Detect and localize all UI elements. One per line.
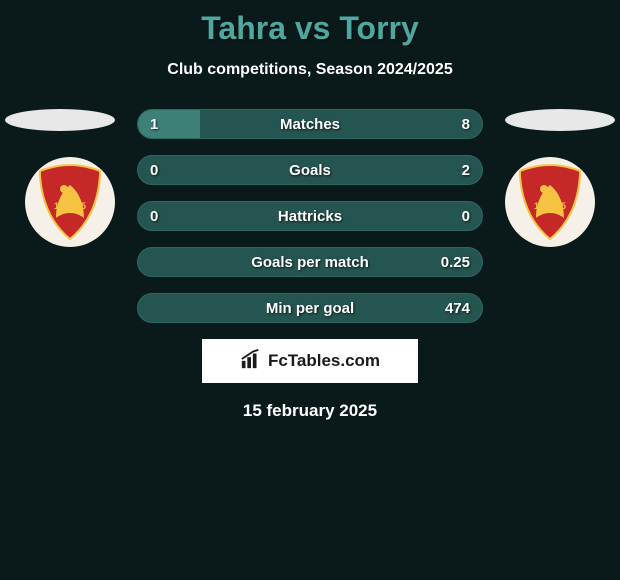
crest-shield-right: 18 75 bbox=[516, 163, 584, 241]
branding-badge: FcTables.com bbox=[202, 339, 418, 383]
bar-chart-icon bbox=[240, 348, 262, 375]
stat-right-value: 2 bbox=[462, 162, 470, 179]
stat-bars: 1Matches80Goals20Hattricks0Goals per mat… bbox=[137, 109, 483, 323]
stat-row: 1Matches8 bbox=[137, 109, 483, 139]
stat-row: Min per goal474 bbox=[137, 293, 483, 323]
player-right-crest: 18 75 bbox=[505, 157, 595, 247]
stat-label: Goals bbox=[138, 162, 482, 179]
stat-label: Matches bbox=[138, 116, 482, 133]
stat-right-value: 0 bbox=[462, 208, 470, 225]
svg-text:75: 75 bbox=[76, 201, 86, 211]
page-title: Tahra vs Torry bbox=[0, 0, 620, 47]
player-left-crest: 18 75 bbox=[25, 157, 115, 247]
date-label: 15 february 2025 bbox=[0, 401, 620, 421]
stat-right-value: 8 bbox=[462, 116, 470, 133]
stat-right-value: 0.25 bbox=[441, 254, 470, 271]
stat-right-value: 474 bbox=[445, 300, 470, 317]
stat-row: Goals per match0.25 bbox=[137, 247, 483, 277]
stat-row: 0Hattricks0 bbox=[137, 201, 483, 231]
player-right-oval bbox=[505, 109, 615, 131]
svg-text:75: 75 bbox=[556, 201, 566, 211]
crest-shield-left: 18 75 bbox=[36, 163, 104, 241]
stat-label: Hattricks bbox=[138, 208, 482, 225]
svg-text:18: 18 bbox=[54, 201, 64, 211]
stat-label: Goals per match bbox=[138, 254, 482, 271]
stat-row: 0Goals2 bbox=[137, 155, 483, 185]
player-left-oval bbox=[5, 109, 115, 131]
branding-label: FcTables.com bbox=[268, 351, 380, 371]
subtitle: Club competitions, Season 2024/2025 bbox=[0, 61, 620, 79]
stats-area: 18 75 18 75 1Matches80Goals20Hattricks0G… bbox=[0, 109, 620, 323]
svg-text:18: 18 bbox=[534, 201, 544, 211]
stat-label: Min per goal bbox=[138, 300, 482, 317]
